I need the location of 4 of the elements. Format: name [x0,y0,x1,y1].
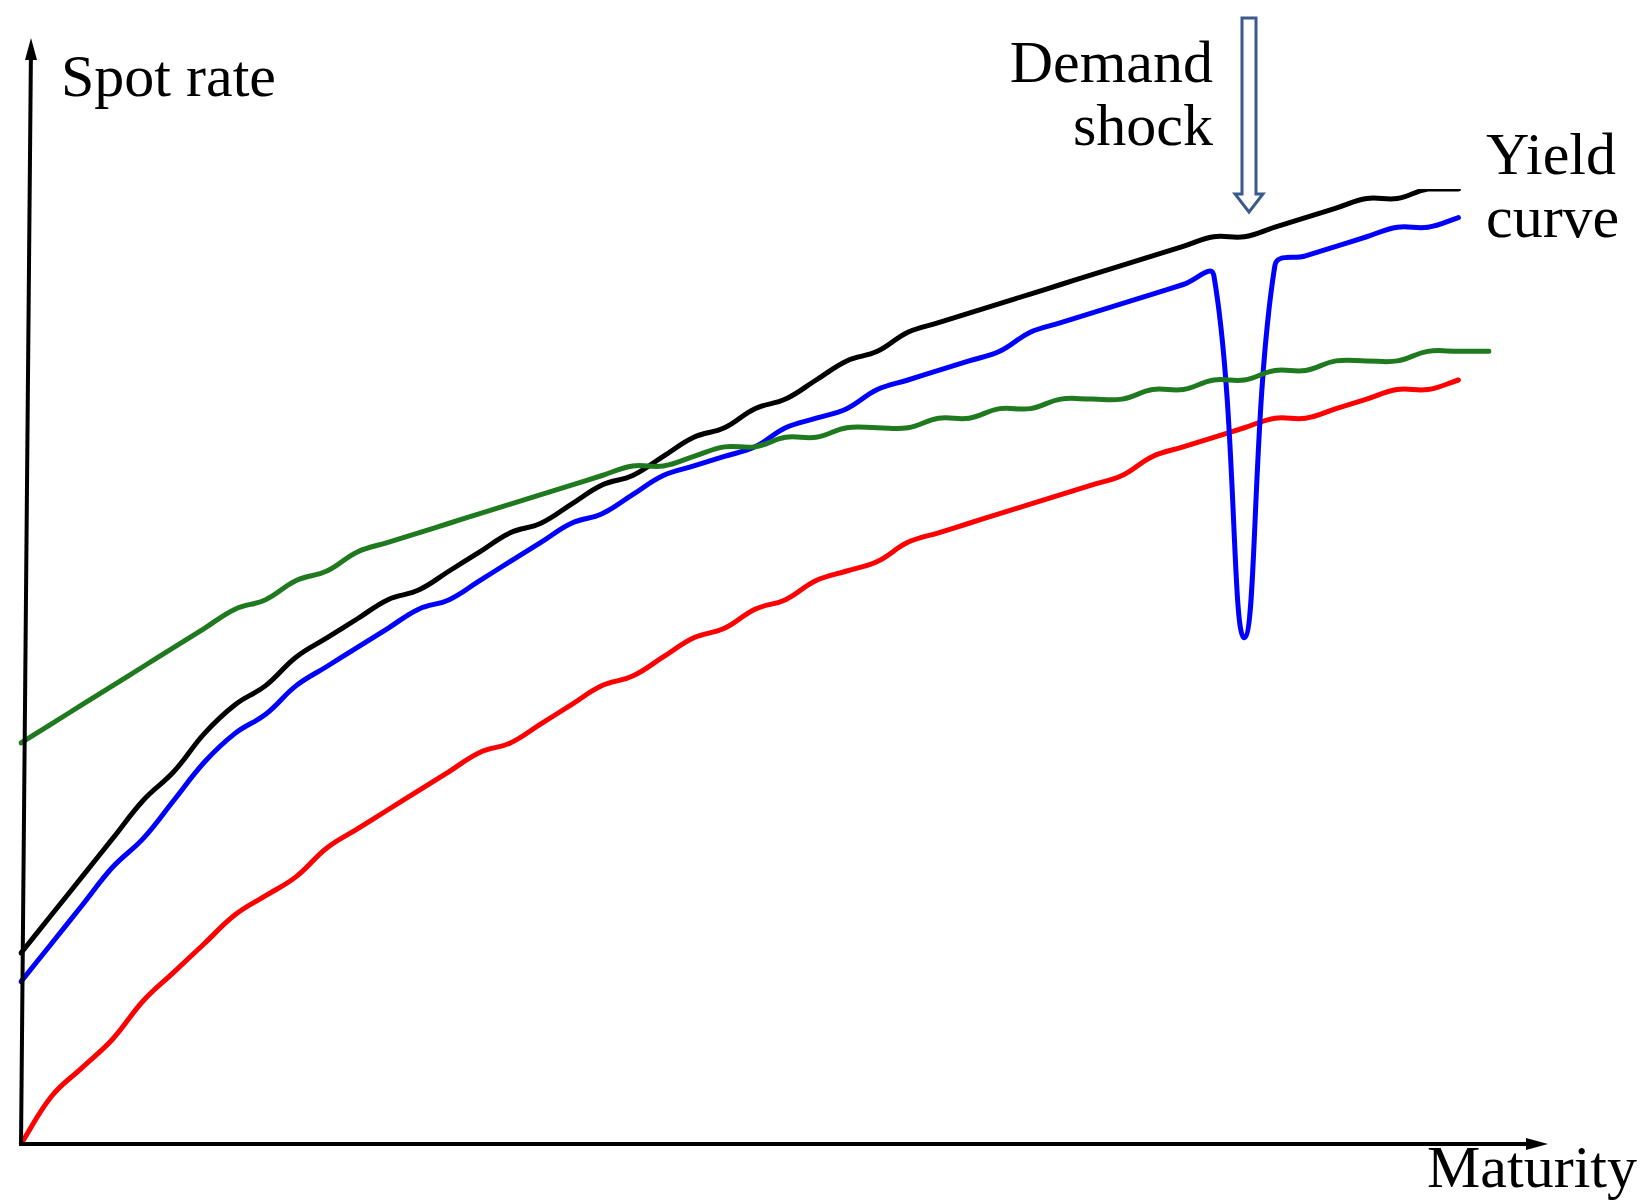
text: Demand shock [1009,29,1213,158]
annotation: Yield curve [1486,121,1620,250]
y-axis-title: Spot rate [61,43,276,109]
x-axis-title: Maturity [1427,1134,1637,1200]
